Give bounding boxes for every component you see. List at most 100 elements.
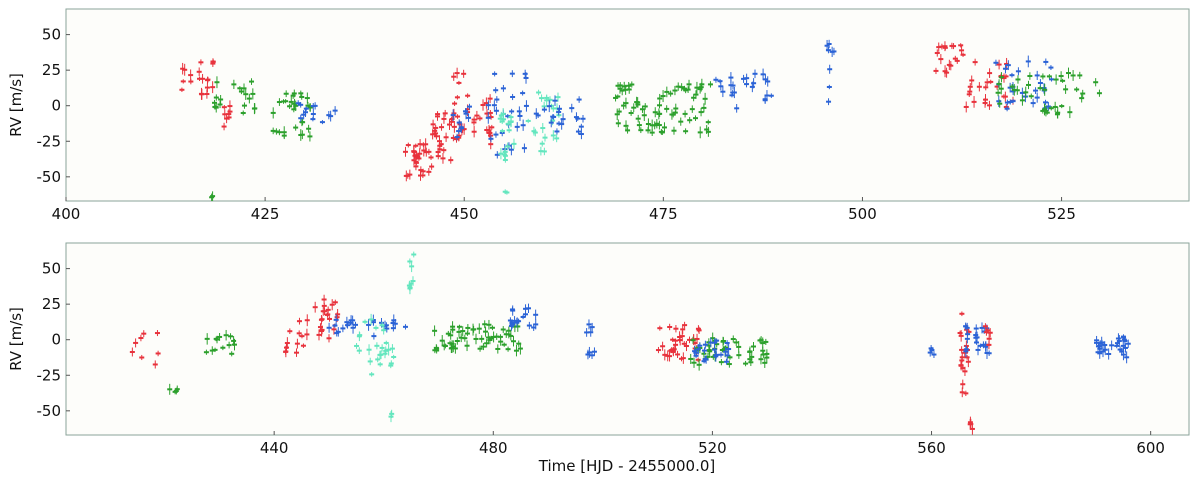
rv-point-blue (964, 322, 970, 333)
rv-point-blue (588, 327, 594, 337)
rv-point-blue (702, 340, 708, 349)
rv-point-red (210, 81, 216, 94)
rv-point-red (959, 346, 965, 354)
rv-point-cyan (409, 260, 415, 273)
rv-point-red (982, 98, 988, 108)
rv-point-green (623, 97, 629, 109)
rv-point-blue (993, 59, 999, 66)
rv-point-red (673, 324, 679, 333)
rv-point-blue (456, 119, 462, 126)
rv-point-green (464, 331, 470, 336)
rv-point-green (290, 92, 296, 99)
rv-point-green (1027, 72, 1033, 80)
rv-point-red (316, 329, 322, 341)
rv-point-blue (964, 334, 970, 344)
rv-point-cyan (369, 372, 375, 377)
rv-point-red (982, 323, 988, 330)
rv-point-green (293, 124, 299, 131)
rv-point-red (312, 301, 318, 313)
rv-point-blue (463, 108, 469, 120)
rv-point-red (451, 72, 457, 81)
rv-point-cyan (383, 340, 389, 346)
rv-point-blue (454, 133, 460, 141)
rv-point-green (628, 110, 634, 116)
rv-point-green (1037, 85, 1043, 91)
rv-point-green (228, 333, 234, 340)
rv-point-green (304, 92, 310, 104)
rv-point-blue (713, 351, 719, 359)
rv-point-green (641, 109, 647, 122)
rv-point-green (307, 131, 313, 142)
rv-point-green (173, 387, 179, 395)
rv-point-blue (743, 80, 749, 88)
rv-point-cyan (506, 127, 512, 134)
rv-point-red (465, 93, 471, 99)
rv-point-green (672, 85, 678, 96)
rv-point-blue (556, 105, 562, 113)
rv-point-red (986, 100, 992, 110)
rv-point-red (287, 328, 293, 335)
rv-point-green (661, 122, 667, 133)
rv-point-red (440, 153, 446, 164)
x-tick-label: 525 (1047, 205, 1076, 223)
rv-point-green (214, 76, 220, 89)
rv-point-green (231, 79, 237, 90)
rv-point-green (249, 78, 255, 85)
rv-point-red (660, 341, 666, 351)
rv-point-cyan (383, 346, 389, 356)
rv-point-blue (720, 86, 726, 98)
rv-point-red (155, 350, 161, 357)
y-tick-label: 25 (42, 61, 61, 79)
rv-point-red (480, 99, 486, 111)
bottom-panel: 440 480 520 560 600 -50 -25 0 25 50 RV [m/s] Time… (7, 242, 1190, 475)
rv-point-green (747, 355, 753, 363)
rv-point-blue (1124, 351, 1130, 364)
rv-point-red (413, 143, 419, 148)
rv-point-green (696, 358, 702, 371)
rv-point-green (657, 93, 663, 104)
rv-point-red (188, 78, 194, 85)
rv-point-blue (456, 128, 462, 134)
x-tick-label: 440 (260, 439, 289, 457)
rv-point-blue (494, 96, 500, 103)
rv-point-blue (726, 343, 732, 355)
rv-point-red (959, 352, 965, 363)
rv-point-green (448, 343, 454, 353)
rv-point-blue (717, 79, 723, 84)
rv-point-blue (826, 98, 832, 106)
rv-point-blue (760, 68, 766, 81)
rv-point-blue (326, 322, 332, 333)
rv-point-blue (517, 110, 523, 122)
rv-point-green (276, 129, 282, 136)
rv-point-cyan (539, 94, 545, 102)
x-tick-label: 600 (1136, 439, 1165, 457)
rv-point-green (694, 81, 700, 94)
rv-point-green (1048, 106, 1054, 111)
rv-point-red (933, 67, 939, 75)
rv-point-cyan (381, 325, 387, 335)
rv-point-green (238, 88, 244, 95)
rv-point-cyan (388, 411, 394, 423)
rv-point-blue (575, 128, 581, 135)
rv-point-green (659, 129, 665, 136)
rv-point-green (450, 321, 456, 333)
rv-point-red (335, 309, 341, 320)
rv-point-red (454, 95, 460, 100)
rv-point-cyan (502, 146, 508, 158)
rv-point-green (501, 342, 507, 347)
rv-point-green (690, 336, 696, 344)
rv-point-cyan (536, 89, 542, 96)
rv-point-green (702, 92, 708, 105)
rv-point-red (959, 311, 965, 317)
rv-point-blue (520, 90, 526, 96)
rv-point-cyan (373, 325, 379, 331)
rv-point-blue (509, 319, 515, 329)
rv-point-green (203, 349, 209, 355)
rv-point-green (517, 342, 523, 355)
rv-point-green (497, 334, 503, 340)
rv-point-red (934, 49, 940, 57)
rv-point-green (636, 121, 642, 129)
rv-point-green (250, 88, 256, 100)
rv-point-red (300, 343, 306, 348)
